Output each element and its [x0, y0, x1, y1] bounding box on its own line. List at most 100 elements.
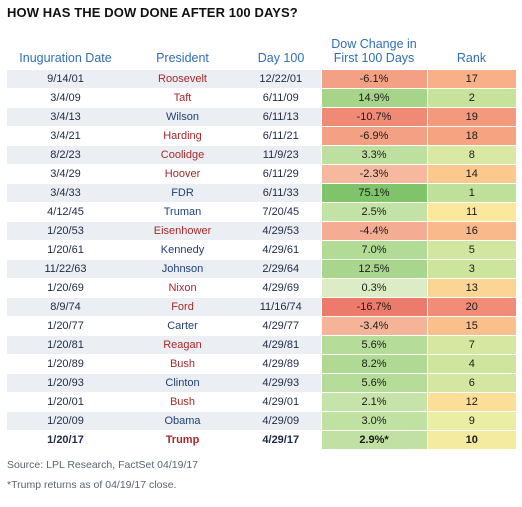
source-note: Source: LPL Research, FactSet 04/19/17 — [7, 459, 199, 471]
day-100-cell: 12/22/01 — [241, 70, 321, 89]
header-president: President — [156, 51, 209, 65]
inauguration-date-cell: 3/4/21 — [7, 126, 124, 146]
dow-change-cell: -3.4% — [320, 316, 428, 336]
table-row: 4/12/45 Truman 7/20/45 2.5% 11 — [7, 202, 516, 222]
inauguration-date-cell: 8/2/23 — [7, 145, 124, 165]
rank-cell: 8 — [427, 145, 516, 165]
day-100-cell: 6/11/33 — [241, 183, 321, 203]
table-row: 8/9/74 Ford 11/16/74 -16.7% 20 — [7, 297, 516, 317]
dow-change-cell: 7.0% — [320, 240, 428, 260]
table-row: 3/4/09 Taft 6/11/09 14.9% 2 — [7, 88, 516, 108]
inauguration-date-cell: 1/20/01 — [7, 392, 124, 412]
header-dow-change: Dow Change in First 100 Days — [321, 35, 427, 70]
day-100-cell: 6/11/21 — [241, 126, 321, 146]
day-100-cell: 4/29/77 — [241, 316, 321, 336]
president-cell: Taft — [124, 88, 241, 108]
inauguration-date-cell: 1/20/17 — [7, 430, 124, 450]
rank-cell: 17 — [427, 70, 516, 89]
day-100-cell: 4/29/01 — [241, 392, 321, 412]
inauguration-date-cell: 8/9/74 — [7, 297, 124, 317]
dow-change-cell: 14.9% — [320, 88, 428, 108]
day-100-cell: 2/29/64 — [241, 259, 321, 279]
inauguration-date-cell: 3/4/29 — [7, 164, 124, 184]
rank-cell: 9 — [427, 411, 516, 431]
dow-change-cell: 5.6% — [320, 373, 428, 393]
day-100-cell: 6/11/13 — [241, 107, 321, 127]
dow-change-cell: -10.7% — [320, 107, 428, 127]
dow-change-cell: 3.0% — [320, 411, 428, 431]
table-row: 11/22/63 Johnson 2/29/64 12.5% 3 — [7, 259, 516, 279]
day-100-cell: 4/29/09 — [241, 411, 321, 431]
president-cell: Clinton — [124, 373, 241, 393]
rank-cell: 14 — [427, 164, 516, 184]
inauguration-date-cell: 3/4/13 — [7, 107, 124, 127]
dow-change-cell: 2.9%* — [320, 430, 428, 450]
dow-change-cell: 2.1% — [320, 392, 428, 412]
president-cell: Trump — [124, 430, 241, 450]
rank-cell: 16 — [427, 221, 516, 241]
president-cell: Reagan — [124, 335, 241, 355]
president-cell: Bush — [124, 392, 241, 412]
table-row: 1/20/89 Bush 4/29/89 8.2% 4 — [7, 354, 516, 374]
table-row: 1/20/01 Bush 4/29/01 2.1% 12 — [7, 392, 516, 412]
table-row: 3/4/33 FDR 6/11/33 75.1% 1 — [7, 183, 516, 203]
rank-cell: 3 — [427, 259, 516, 279]
rank-cell: 18 — [427, 126, 516, 146]
inauguration-date-cell: 1/20/89 — [7, 354, 124, 374]
day-100-cell: 11/16/74 — [241, 297, 321, 317]
president-cell: Johnson — [124, 259, 241, 279]
inauguration-date-cell: 1/20/53 — [7, 221, 124, 241]
header-day-100: Day 100 — [257, 51, 305, 65]
table-row: 1/20/93 Clinton 4/29/93 5.6% 6 — [7, 373, 516, 393]
president-cell: Bush — [124, 354, 241, 374]
rank-cell: 15 — [427, 316, 516, 336]
day-100-cell: 4/29/93 — [241, 373, 321, 393]
table-row: 3/4/13 Wilson 6/11/13 -10.7% 19 — [7, 107, 516, 127]
rank-cell: 2 — [427, 88, 516, 108]
president-cell: FDR — [124, 183, 241, 203]
dow-change-cell: -2.3% — [320, 164, 428, 184]
day-100-cell: 11/9/23 — [241, 145, 321, 165]
table-row: 3/4/29 Hoover 6/11/29 -2.3% 14 — [7, 164, 516, 184]
dow-change-cell: 3.3% — [320, 145, 428, 165]
dow-change-cell: 8.2% — [320, 354, 428, 374]
day-100-cell: 4/29/89 — [241, 354, 321, 374]
table-row: 1/20/81 Reagan 4/29/81 5.6% 7 — [7, 335, 516, 355]
inauguration-date-cell: 9/14/01 — [7, 70, 124, 89]
header-inauguration-date: Inuguration Date — [19, 51, 112, 65]
president-cell: Nixon — [124, 278, 241, 298]
rank-cell: 19 — [427, 107, 516, 127]
dow-change-cell: 12.5% — [320, 259, 428, 279]
footnote: *Trump returns as of 04/19/17 close. — [7, 479, 177, 491]
president-cell: Harding — [124, 126, 241, 146]
inauguration-date-cell: 3/4/33 — [7, 183, 124, 203]
dow-change-cell: -16.7% — [320, 297, 428, 317]
table-row: 9/14/01 Roosevelt 12/22/01 -6.1% 17 — [7, 70, 516, 89]
rank-cell: 10 — [427, 430, 516, 450]
inauguration-date-cell: 1/20/69 — [7, 278, 124, 298]
table-header-row: Inuguration Date President Day 100 Dow C… — [7, 35, 516, 70]
dow-change-cell: -6.1% — [320, 70, 428, 89]
inauguration-date-cell: 1/20/77 — [7, 316, 124, 336]
page-title: HOW HAS THE DOW DONE AFTER 100 DAYS? — [7, 5, 298, 20]
rank-cell: 12 — [427, 392, 516, 412]
table-row: 1/20/77 Carter 4/29/77 -3.4% 15 — [7, 316, 516, 336]
day-100-cell: 4/29/69 — [241, 278, 321, 298]
rank-cell: 5 — [427, 240, 516, 260]
dow-100-days-table: Inuguration Date President Day 100 Dow C… — [7, 35, 516, 450]
day-100-cell: 7/20/45 — [241, 202, 321, 222]
inauguration-date-cell: 1/20/09 — [7, 411, 124, 431]
dow-change-cell: 2.5% — [320, 202, 428, 222]
day-100-cell: 4/29/61 — [241, 240, 321, 260]
day-100-cell: 6/11/29 — [241, 164, 321, 184]
header-rank: Rank — [456, 51, 487, 65]
president-cell: Truman — [124, 202, 241, 222]
dow-change-cell: 0.3% — [320, 278, 428, 298]
president-cell: Obama — [124, 411, 241, 431]
rank-cell: 11 — [427, 202, 516, 222]
header-dow-change-line2: First 100 Days — [333, 51, 415, 65]
president-cell: Kennedy — [124, 240, 241, 260]
dow-change-cell: -6.9% — [320, 126, 428, 146]
inauguration-date-cell: 1/20/81 — [7, 335, 124, 355]
president-cell: Carter — [124, 316, 241, 336]
